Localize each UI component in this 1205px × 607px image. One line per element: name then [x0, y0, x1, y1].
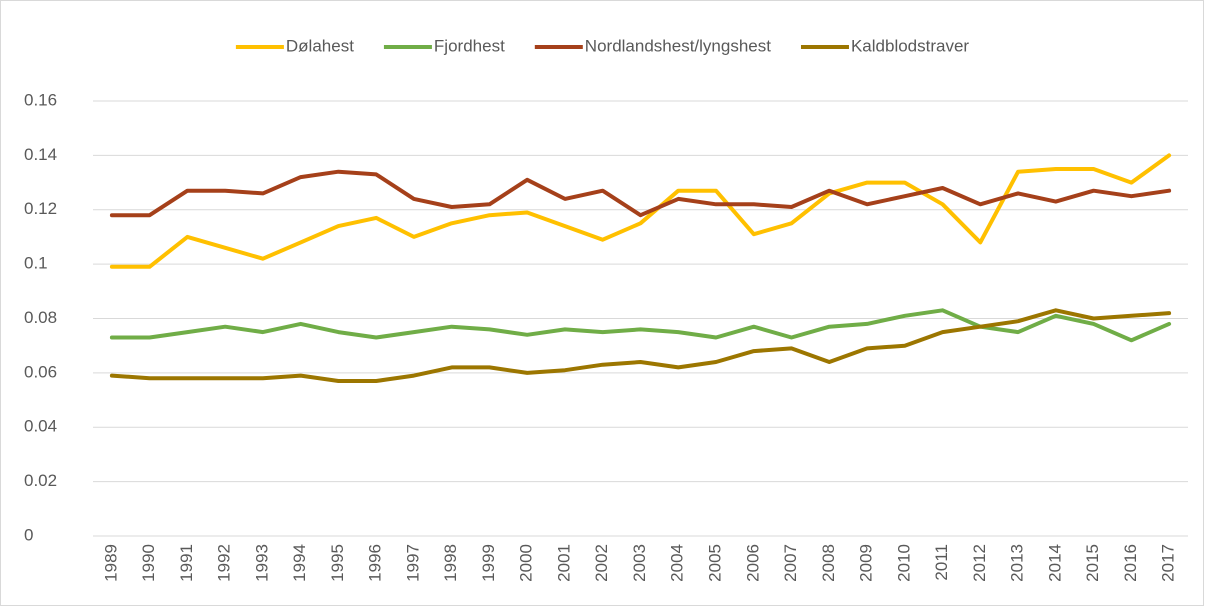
x-tick-label: 1993 [252, 544, 271, 582]
y-tick-label: 0 [24, 525, 33, 544]
x-tick-label: 1990 [139, 544, 158, 582]
x-tick-label: 1999 [479, 544, 498, 582]
x-tick-label: 2011 [932, 544, 951, 581]
x-tick-label: 2003 [630, 544, 649, 582]
x-tick-label: 2012 [970, 544, 989, 582]
y-tick-label: 0.14 [24, 145, 57, 164]
legend-label: Fjordhest [434, 36, 505, 55]
x-tick-label: 2000 [517, 544, 536, 582]
x-tick-label: 2010 [894, 544, 913, 582]
x-tick-label: 1992 [215, 544, 234, 582]
x-tick-label: 2015 [1083, 544, 1102, 582]
legend-label: Dølahest [286, 36, 354, 55]
y-tick-label: 0.04 [24, 417, 57, 436]
x-tick-label: 1995 [328, 544, 347, 582]
y-tick-label: 0.1 [24, 254, 48, 273]
y-tick-label: 0.12 [24, 199, 57, 218]
legend-label: Nordlandshest/lyngshest [585, 36, 771, 55]
x-tick-label: 2007 [781, 544, 800, 582]
y-tick-label: 0.06 [24, 362, 57, 381]
x-tick-label: 1989 [101, 544, 120, 582]
x-tick-label: 2001 [554, 544, 573, 582]
x-tick-label: 2017 [1159, 544, 1178, 582]
series-line [109, 153, 1172, 269]
y-tick-label: 0.16 [24, 90, 57, 109]
x-tick-label: 2014 [1045, 544, 1064, 582]
x-tick-label: 1998 [441, 544, 460, 582]
x-tick-label: 2005 [706, 544, 725, 582]
series-line [109, 308, 1172, 343]
x-tick-label: 2002 [592, 544, 611, 582]
x-tick-label: 2006 [743, 544, 762, 582]
x-tick-label: 2016 [1121, 544, 1140, 582]
x-tick-label: 2009 [857, 544, 876, 582]
series-line [109, 169, 1172, 218]
y-tick-label: 0.08 [24, 308, 57, 327]
x-tick-label: 1994 [290, 544, 309, 582]
x-tick-label: 2004 [668, 544, 687, 582]
x-tick-label: 2013 [1008, 544, 1027, 582]
x-tick-label: 1997 [403, 544, 422, 582]
x-tick-label: 1991 [177, 544, 196, 582]
y-tick-label: 0.02 [24, 471, 57, 490]
legend-label: Kaldblodstraver [851, 36, 969, 55]
series-line [109, 308, 1172, 383]
x-tick-label: 2008 [819, 544, 838, 582]
x-tick-label: 1996 [366, 544, 385, 582]
